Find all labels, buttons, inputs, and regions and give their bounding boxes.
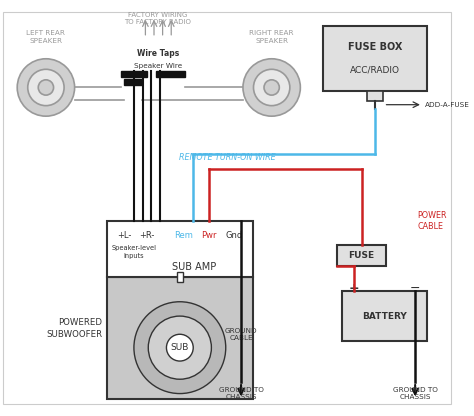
Bar [367, 91, 383, 101]
Circle shape [166, 334, 193, 361]
Text: FUSE: FUSE [348, 251, 374, 260]
Text: RIGHT REAR
SPEAKER: RIGHT REAR SPEAKER [249, 30, 294, 44]
Bar [156, 71, 184, 77]
Bar [342, 291, 427, 341]
Circle shape [134, 302, 226, 394]
Text: REMOTE TURN-ON WIRE: REMOTE TURN-ON WIRE [179, 153, 276, 162]
Text: +R-: +R- [140, 231, 155, 240]
Text: ADD-A-FUSE: ADD-A-FUSE [425, 102, 470, 108]
Text: FACTORY WIRING
TO FACTORY RADIO: FACTORY WIRING TO FACTORY RADIO [124, 12, 191, 25]
Text: SUB: SUB [171, 343, 189, 352]
Bar [120, 71, 147, 77]
Text: POWERED
SUBWOOFER: POWERED SUBWOOFER [46, 318, 102, 339]
Text: −: − [410, 282, 420, 295]
Bar [107, 221, 253, 277]
Circle shape [17, 59, 74, 116]
Text: GROUND
CABLE: GROUND CABLE [225, 327, 257, 341]
Text: Speaker Wire: Speaker Wire [134, 62, 182, 69]
Text: POWER
CABLE: POWER CABLE [417, 211, 447, 231]
Text: GROUND TO
CHASSIS: GROUND TO CHASSIS [219, 387, 264, 400]
Text: Pwr: Pwr [201, 231, 216, 240]
Bar [337, 245, 386, 266]
Circle shape [243, 59, 301, 116]
Bar [107, 277, 253, 399]
Bar [177, 272, 182, 282]
Text: FUSE BOX: FUSE BOX [348, 42, 402, 52]
Text: BATTERY: BATTERY [362, 312, 407, 321]
Circle shape [28, 69, 64, 106]
Text: Gnd: Gnd [226, 231, 243, 240]
Text: +L-: +L- [117, 231, 132, 240]
Text: Wire Taps: Wire Taps [137, 49, 179, 58]
Circle shape [148, 316, 211, 379]
Text: ACC/RADIO: ACC/RADIO [350, 66, 400, 75]
Text: GROUND TO
CHASSIS: GROUND TO CHASSIS [393, 387, 438, 400]
Text: +: + [348, 282, 359, 295]
Bar [124, 79, 142, 84]
Circle shape [264, 80, 279, 95]
Circle shape [38, 80, 54, 95]
Bar [323, 26, 427, 91]
Text: LEFT REAR
SPEAKER: LEFT REAR SPEAKER [27, 30, 65, 44]
Circle shape [254, 69, 290, 106]
Text: SUB AMP: SUB AMP [172, 262, 216, 272]
Text: Rem: Rem [174, 231, 193, 240]
Text: Speaker-level
Inputs: Speaker-level Inputs [111, 245, 156, 259]
